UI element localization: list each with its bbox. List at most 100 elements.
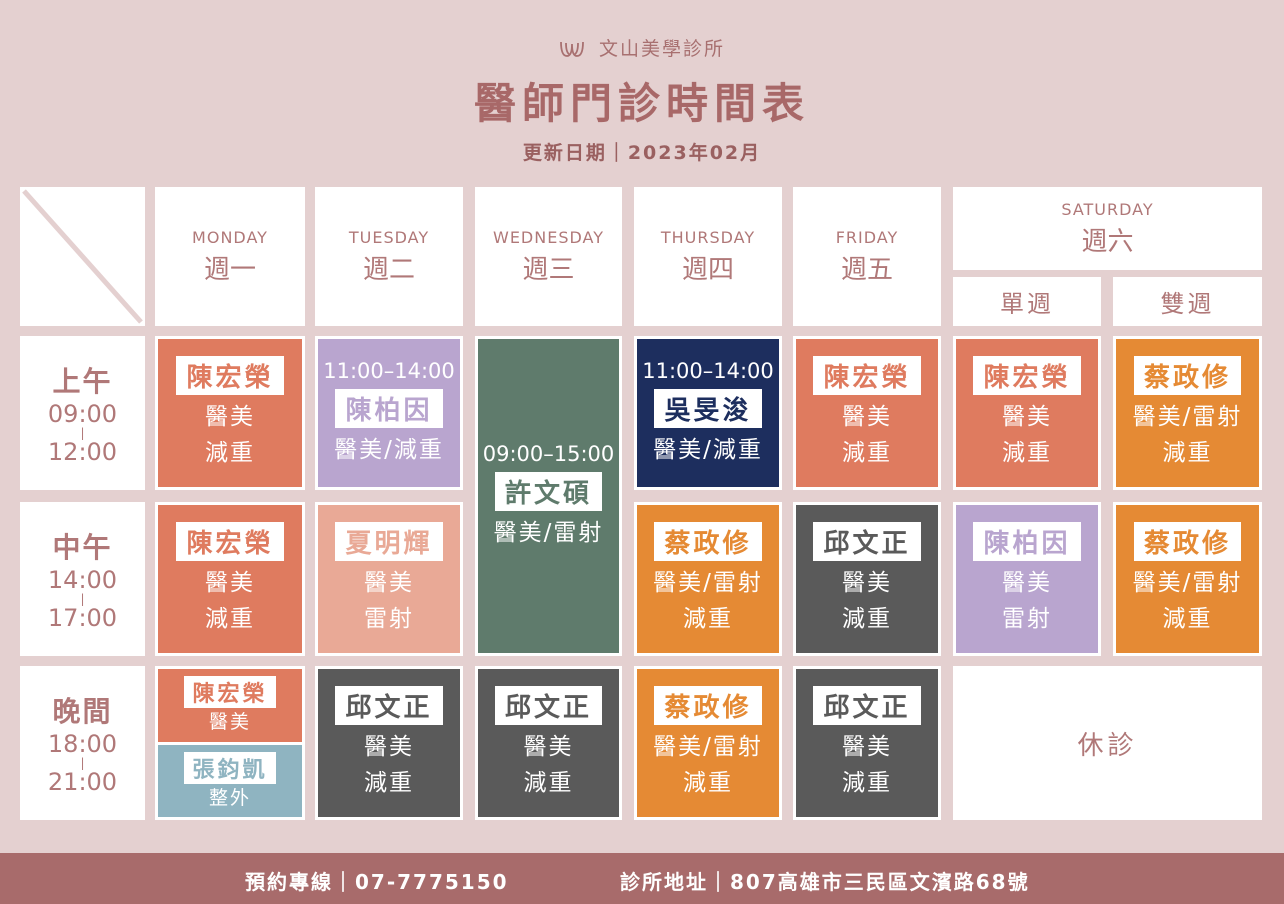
service: 醫美	[364, 569, 414, 596]
slot-name: 中午	[52, 531, 113, 564]
doctor-name: 邱文正	[494, 685, 602, 725]
schedule-cell[interactable]: 夏明輝 醫美 雷射	[315, 502, 463, 656]
slot-dash: |	[80, 756, 85, 770]
service: 雷射	[364, 605, 414, 632]
doctor-name: 蔡政修	[1133, 521, 1241, 561]
day-header-wednesday: WEDNESDAY 週三	[475, 187, 622, 326]
service: 醫美/減重	[653, 436, 763, 463]
service: 減重	[842, 769, 892, 796]
service: 減重	[683, 605, 733, 632]
service: 減重	[1002, 439, 1052, 466]
doctor-name: 陳柏因	[973, 521, 1081, 561]
service: 醫美/雷射	[653, 733, 763, 760]
service: 醫美	[842, 403, 892, 430]
schedule-cell[interactable]: 蔡政修 醫美/雷射 減重	[634, 666, 782, 820]
schedule-cell[interactable]: 陳宏榮 醫美 減重	[953, 336, 1101, 490]
service: 醫美/雷射	[1132, 569, 1243, 596]
service: 減重	[1162, 605, 1213, 632]
clinic-name: 文山美學診所	[599, 38, 726, 60]
lotus-w-icon	[560, 41, 584, 57]
doctor-name: 張鈞凱	[184, 751, 276, 784]
updated-date: 更新日期｜2023年02月	[522, 142, 762, 164]
schedule-cell[interactable]: 11:00–14:00 吳旻浚醫美/減重	[634, 336, 782, 490]
day-header-zh: 週五	[840, 254, 893, 285]
schedule-cell[interactable]: 陳宏榮 醫美 張鈞凱 整外	[155, 666, 305, 820]
day-header-zh: 週一	[203, 254, 256, 285]
doctor-name: 邱文正	[335, 685, 443, 725]
service: 醫美	[205, 569, 255, 596]
time-slot-label: 晚間 18:00 | 21:00	[20, 666, 145, 820]
service: 醫美	[364, 733, 414, 760]
service: 雷射	[1002, 605, 1052, 632]
slot-dash: |	[80, 426, 85, 440]
service: 醫美	[205, 403, 255, 430]
schedule-cell[interactable]: 蔡政修醫美/雷射減重	[1113, 336, 1262, 490]
schedule-cell[interactable]: 邱文正 醫美 減重	[475, 666, 622, 820]
slot-start: 09:00	[47, 400, 118, 428]
schedule-cell[interactable]: 蔡政修醫美/雷射減重	[1113, 502, 1262, 656]
booking-phone: 預約專線｜07-7775150	[245, 870, 509, 894]
service: 醫美	[523, 733, 574, 760]
slot-end: 17:00	[47, 604, 118, 632]
doctor-name: 許文碩	[494, 471, 602, 511]
schedule-sub-cell[interactable]: 陳宏榮 醫美	[158, 669, 302, 745]
schedule-cell[interactable]: 陳宏榮 醫美 減重	[793, 336, 941, 490]
service: 減重	[523, 769, 574, 796]
schedule-sub-cell[interactable]: 張鈞凱 整外	[158, 744, 302, 817]
day-header-zh: 週二	[362, 254, 415, 285]
service: 醫美/雷射	[1132, 403, 1243, 430]
day-header-en: TUESDAY	[348, 227, 430, 247]
day-header-en: FRIDAY	[835, 227, 899, 247]
schedule-cell[interactable]: 邱文正 醫美 減重	[793, 666, 941, 820]
schedule-cell[interactable]: 陳柏因 醫美 雷射	[953, 502, 1101, 656]
slot-dash: |	[80, 592, 85, 606]
day-header-en: THURSDAY	[660, 227, 756, 247]
saturday-evening-closed: 休診	[953, 666, 1262, 820]
service: 醫美	[208, 711, 251, 734]
schedule-cell[interactable]: 蔡政修醫美/雷射減重	[634, 502, 782, 656]
schedule-cell[interactable]: 邱文正 醫美 減重	[793, 502, 941, 656]
time-slot-label: 上午 09:00 | 12:00	[20, 336, 145, 490]
doctor-name: 陳宏榮	[813, 355, 921, 395]
time-slot-label: 中午 14:00 | 17:00	[20, 502, 145, 656]
corner-cell	[20, 187, 145, 326]
clinic-hours: 11:00–14:00	[642, 358, 774, 383]
doctor-name: 蔡政修	[1133, 355, 1241, 395]
schedule-cell[interactable]: 邱文正 醫美 減重	[315, 666, 463, 820]
service: 整外	[208, 786, 251, 809]
doctor-name: 邱文正	[813, 521, 921, 561]
clinic-hours: 09:00–15:00	[482, 441, 615, 466]
doctor-name: 蔡政修	[654, 521, 762, 561]
schedule-cell[interactable]: 陳宏榮 醫美 減重	[155, 502, 305, 656]
schedule-cell[interactable]: 11:00–14:00 陳柏因 醫美/減重	[315, 336, 463, 490]
day-header-zh: 週六	[1081, 226, 1134, 257]
doctor-name: 吳旻浚	[654, 388, 762, 428]
slot-end: 21:00	[47, 768, 118, 796]
schedule-cell[interactable]: 09:00–15:00 許文碩醫美/雷射	[475, 336, 622, 656]
day-header-en: MONDAY	[192, 227, 268, 247]
slot-name: 上午	[52, 365, 113, 398]
service: 減重	[1162, 439, 1213, 466]
slot-start: 18:00	[47, 730, 118, 758]
service: 醫美	[842, 733, 892, 760]
service: 減重	[683, 769, 733, 796]
service: 減重	[842, 605, 892, 632]
service: 醫美/雷射	[653, 569, 763, 596]
clinic-brand: 文山美學診所	[0, 34, 1284, 61]
doctor-name: 夏明輝	[335, 521, 443, 561]
service: 減重	[205, 605, 255, 632]
clinic-address: 診所地址｜807高雄市三民區文濱路68號	[620, 870, 1030, 894]
day-header-friday: FRIDAY 週五	[793, 187, 941, 326]
service: 醫美	[1002, 569, 1052, 596]
day-header-zh: 週四	[681, 254, 734, 285]
footer-bar: 預約專線｜07-7775150 診所地址｜807高雄市三民區文濱路68號	[0, 853, 1284, 904]
schedule-cell[interactable]: 陳宏榮 醫美 減重	[155, 336, 305, 490]
clinic-hours: 11:00–14:00	[323, 358, 455, 383]
diagonal-divider	[22, 189, 143, 324]
slot-start: 14:00	[47, 566, 118, 594]
service: 減重	[205, 439, 255, 466]
doctor-name: 陳宏榮	[184, 676, 276, 709]
saturday-week-header: 單週	[953, 277, 1101, 326]
service: 醫美/雷射	[493, 519, 604, 546]
day-header-monday: MONDAY 週一	[155, 187, 305, 326]
